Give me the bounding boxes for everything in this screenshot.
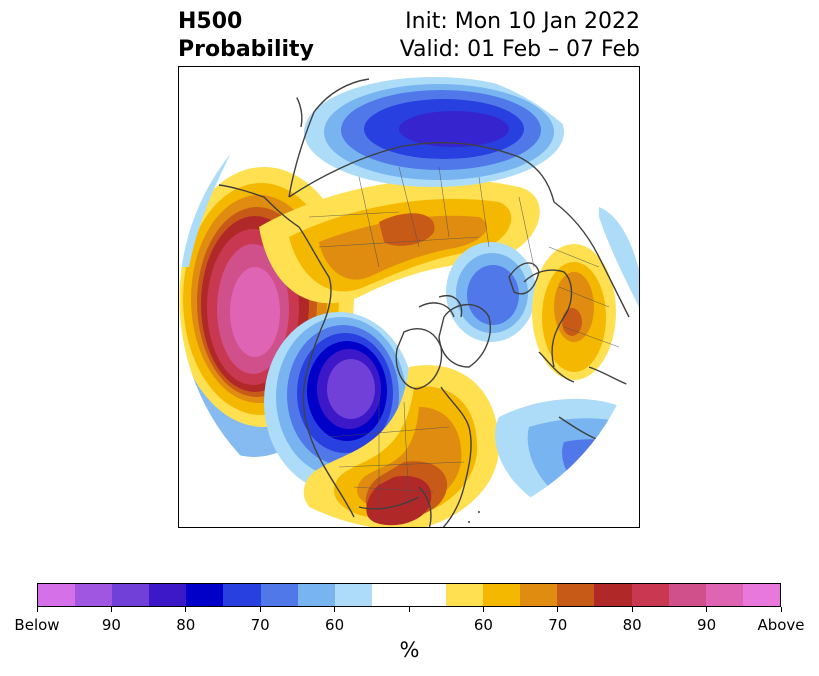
colorbar-segment <box>149 584 187 606</box>
colorbar-tick-label: 90 <box>697 616 717 634</box>
colorbar-segment <box>742 584 780 606</box>
colorbar-tick-label: Above <box>757 616 805 634</box>
colorbar-tick-label: 70 <box>548 616 568 634</box>
init-date-label: Init: Mon 10 Jan 2022 <box>405 9 640 34</box>
map-title-left: H500 Probability <box>178 8 314 64</box>
europe-above-anomaly <box>532 244 616 380</box>
probability-colorbar <box>37 583 781 607</box>
colorbar-tick <box>631 607 633 612</box>
colorbar-tick <box>110 607 112 612</box>
colorbar-segment <box>408 584 447 606</box>
colorbar-segment <box>446 584 484 606</box>
barents-below-anomaly <box>446 242 536 342</box>
variable-label: H500 <box>178 9 243 34</box>
colorbar-segment <box>223 584 261 606</box>
colorbar-segment <box>260 584 298 606</box>
colorbar-tick-label: 80 <box>622 616 642 634</box>
product-label: Probability <box>178 37 314 62</box>
colorbar-tick <box>334 607 336 612</box>
colorbar-tick <box>185 607 187 612</box>
siberia-below-anomaly <box>304 77 564 187</box>
colorbar-segment <box>112 584 150 606</box>
colorbar-tick <box>706 607 708 612</box>
colorbar-labels: Below 90 80 70 60 60 70 80 90 Above <box>14 616 804 636</box>
colorbar-segment <box>705 584 743 606</box>
map-panel <box>178 66 640 528</box>
colorbar-tick <box>557 607 559 612</box>
colorbar-segment <box>631 584 669 606</box>
colorbar-tick <box>482 607 484 612</box>
colorbar-tick-label: Below <box>14 616 60 634</box>
eastern-na-above-anomaly <box>303 365 499 527</box>
colorbar-segment <box>334 584 372 606</box>
colorbar-tick-label: 60 <box>325 616 345 634</box>
colorbar-segment <box>520 584 558 606</box>
colorbar-tick-label: 70 <box>250 616 270 634</box>
colorbar-tick-label: 90 <box>101 616 121 634</box>
colorbar-segment <box>38 584 76 606</box>
colorbar-tick <box>780 607 782 612</box>
map-title-right: Init: Mon 10 Jan 2022 Valid: 01 Feb – 07… <box>400 8 640 64</box>
colorbar-segment <box>668 584 706 606</box>
valid-range-label: Valid: 01 Feb – 07 Feb <box>399 37 640 62</box>
colorbar-unit-label: % <box>399 638 420 662</box>
coastlines <box>218 78 635 527</box>
colorbar-segment <box>186 584 224 606</box>
colorbar-tick-label: 60 <box>473 616 493 634</box>
colorbar-segment <box>371 584 409 606</box>
atlantic-below-anomaly <box>495 398 639 527</box>
arctic-above-band <box>259 179 540 304</box>
political-borders <box>308 166 620 508</box>
colorbar-segment <box>594 584 632 606</box>
colorbar-tick <box>408 607 410 612</box>
colorbar-tick <box>36 607 38 612</box>
colorbar-tick <box>259 607 261 612</box>
colorbar-segment <box>483 584 521 606</box>
colorbar-tick-label: 80 <box>176 616 196 634</box>
colorbar-segment <box>557 584 595 606</box>
colorbar-segment <box>75 584 113 606</box>
colorbar-segment <box>297 584 335 606</box>
probability-map <box>179 67 639 527</box>
colorbar-ticks <box>36 607 782 613</box>
